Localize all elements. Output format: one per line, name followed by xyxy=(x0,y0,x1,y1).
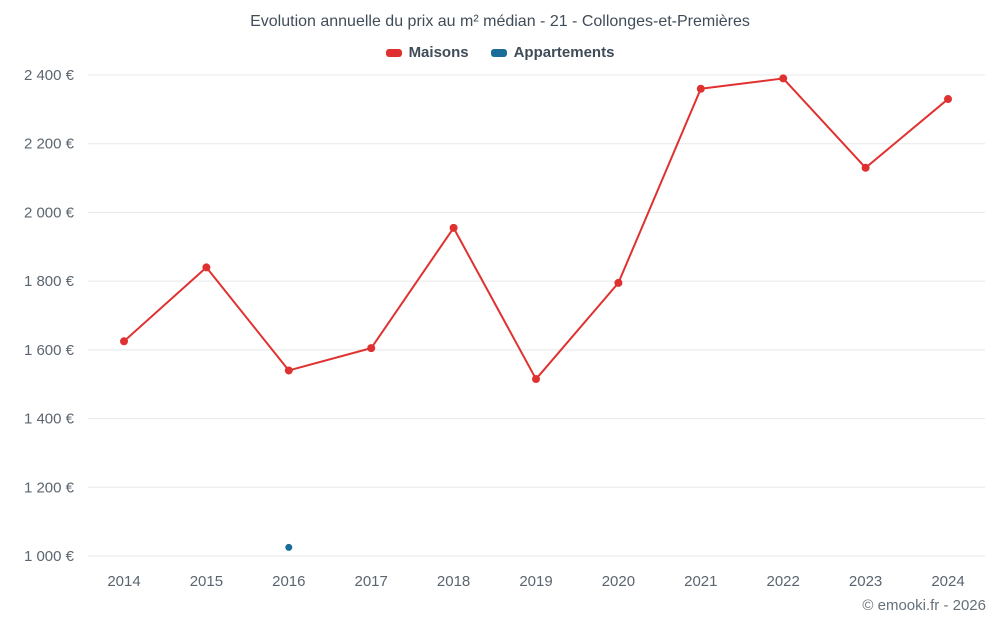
x-axis-label: 2018 xyxy=(437,573,470,590)
x-axis-label: 2020 xyxy=(602,573,635,590)
x-axis-label: 2015 xyxy=(190,573,223,590)
data-point-maisons[interactable] xyxy=(779,74,788,83)
x-axis-label: 2024 xyxy=(931,573,964,590)
x-axis-label: 2019 xyxy=(519,573,552,590)
data-point-maisons[interactable] xyxy=(696,84,705,93)
x-axis-label: 2021 xyxy=(684,573,717,590)
y-axis-label: 2 400 € xyxy=(24,67,75,84)
data-point-maisons[interactable] xyxy=(614,278,623,287)
x-axis-label: 2014 xyxy=(107,573,140,590)
x-axis-label: 2016 xyxy=(272,573,305,590)
x-axis-label: 2022 xyxy=(767,573,800,590)
y-axis-label: 1 800 € xyxy=(24,273,75,290)
legend-label: Maisons xyxy=(408,44,469,61)
y-axis-label: 2 000 € xyxy=(24,204,75,221)
legend-label: Appartements xyxy=(513,44,615,61)
data-point-maisons[interactable] xyxy=(120,337,128,346)
x-axis-label: 2023 xyxy=(849,573,882,590)
y-axis-label: 1 200 € xyxy=(24,479,75,496)
legend-item-maisons[interactable]: Maisons xyxy=(385,44,469,61)
series-line-maisons xyxy=(123,77,949,381)
data-point-maisons[interactable] xyxy=(367,344,376,353)
legend-item-appartements[interactable]: Appartements xyxy=(490,44,615,61)
data-point-maisons[interactable] xyxy=(532,375,540,384)
y-axis-label: 1 400 € xyxy=(24,411,75,428)
legend-swatch-appartements xyxy=(490,48,507,57)
data-point-maisons[interactable] xyxy=(861,163,870,172)
y-axis-label: 2 200 € xyxy=(24,136,75,153)
data-point-maisons[interactable] xyxy=(944,95,952,104)
legend: Maisons Appartements xyxy=(0,44,1000,61)
y-axis-label: 1 000 € xyxy=(24,548,75,565)
data-point-maisons[interactable] xyxy=(202,263,211,272)
y-axis-label: 1 600 € xyxy=(24,342,75,359)
copyright: © emooki.fr - 2026 xyxy=(862,597,986,614)
data-point-maisons[interactable] xyxy=(284,366,293,375)
data-point-appartements[interactable] xyxy=(285,543,293,551)
chart-title: Evolution annuelle du prix au m² médian … xyxy=(250,13,750,30)
data-point-maisons[interactable] xyxy=(449,223,458,232)
x-axis-label: 2017 xyxy=(355,573,388,590)
legend-swatch-maisons xyxy=(385,48,402,57)
